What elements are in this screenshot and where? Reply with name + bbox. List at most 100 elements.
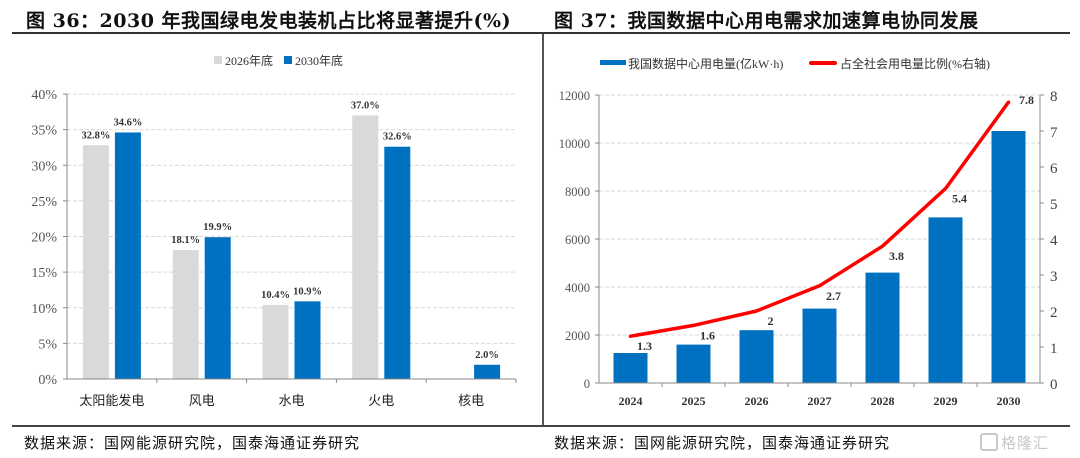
y-tick-label: 12000 [559, 89, 590, 103]
gridlines [599, 94, 1040, 336]
y-tick-label: 25% [31, 195, 57, 210]
datacenter-power-combo-chart: 我国数据中心用电量(亿kW·h) 占全社会用电量比例(%右轴) 02000400… [559, 56, 1058, 408]
bar-consumption [865, 272, 900, 383]
x-tick-label: 2028 [871, 394, 895, 408]
x-tick-label: 火电 [368, 393, 394, 408]
x-tick-label: 2030 [997, 394, 1021, 408]
y-tick-label: 35% [31, 124, 57, 139]
bars [613, 131, 1026, 383]
panel-separator [542, 33, 544, 426]
line-data-label: 2.7 [826, 289, 841, 303]
bar-consumption [613, 353, 648, 383]
legend-swatch-share [809, 61, 837, 65]
data-label: 37.0% [351, 100, 380, 111]
chart-legend: 我国数据中心用电量(亿kW·h) 占全社会用电量比例(%右轴) [600, 56, 990, 71]
y-tick-label: 8000 [565, 185, 590, 199]
bar-2026 [352, 115, 379, 379]
axes [598, 95, 1041, 387]
bar-2026 [262, 304, 289, 379]
data-label: 32.6% [383, 132, 412, 143]
data-label: 32.8% [81, 130, 110, 141]
y-tick-label: 15% [31, 266, 57, 281]
data-label: 2.0% [475, 350, 499, 361]
legend-swatch-consumption [600, 60, 626, 65]
data-label: 34.6% [113, 117, 142, 128]
y2-tick-label: 1 [1050, 341, 1058, 357]
x-tick-label: 太阳能发电 [79, 393, 144, 408]
legend-swatch-2026 [214, 56, 222, 64]
bar-2026 [82, 145, 109, 379]
left-y-axis-ticks: 0 2000 4000 6000 8000 10000 12000 [559, 89, 599, 391]
figure-37-panel: 图 37：我国数据中心用电需求加速算电协同发展 我国数据中心用电量(亿kW·h)… [540, 0, 1080, 458]
x-tick-label: 核电 [458, 393, 484, 408]
data-label: 10.9% [293, 286, 322, 297]
y-tick-label: 0 [584, 377, 590, 391]
line-data-label: 1.6 [700, 328, 715, 342]
figure-36-panel: 图 36：2030 年我国绿电发电装机占比将显著提升(%) 2026年底 203… [12, 10, 540, 452]
bar-consumption [739, 330, 774, 383]
y2-tick-label: 3 [1050, 269, 1058, 285]
figure-36-title: 图 36：2030 年我国绿电发电装机占比将显著提升(%) [26, 10, 512, 32]
title-divider [540, 32, 1070, 34]
bar-consumption [676, 344, 711, 383]
data-source-note: 数据来源：国网能源研究院，国泰海通证券研究 [24, 434, 361, 452]
legend-label-2030: 2030年底 [295, 53, 343, 68]
y2-tick-label: 7 [1050, 125, 1058, 141]
source-divider [540, 425, 1070, 427]
x-tick-label: 水电 [278, 393, 304, 408]
line-data-label: 7.8 [1019, 93, 1034, 107]
y-tick-label: 6000 [565, 233, 590, 247]
data-label: 18.1% [171, 235, 200, 246]
right-y-axis-ticks: 0 1 2 3 4 5 6 7 8 [1040, 89, 1058, 393]
y-tick-label: 0% [38, 373, 57, 388]
x-tick-label: 2026 [745, 394, 769, 408]
x-tick-label: 2027 [808, 394, 832, 408]
data-label: 19.9% [203, 222, 232, 233]
watermark-logo: 格隆汇 [980, 432, 1049, 453]
y-tick-label: 10% [31, 302, 57, 317]
gridlines [67, 93, 516, 344]
y-tick-label: 30% [31, 159, 57, 174]
share-line-path [628, 100, 1011, 338]
y2-tick-label: 4 [1050, 233, 1058, 249]
installed-capacity-bar-chart: 2026年底 2030年底 0%5%10%15%20%25%30%35%40% … [31, 53, 517, 408]
y-tick-label: 10000 [559, 137, 590, 151]
watermark-text: 格隆汇 [1001, 434, 1050, 452]
figure-37-title: 图 37：我国数据中心用电需求加速算电协同发展 [554, 10, 979, 32]
x-tick-label: 2024 [619, 394, 643, 408]
line-data-label: 5.4 [952, 192, 967, 206]
bar-2026 [172, 250, 199, 379]
legend-label-share: 占全社会用电量比例(%右轴) [840, 56, 990, 71]
x-tick-label: 2029 [934, 394, 958, 408]
y2-tick-label: 5 [1050, 197, 1058, 213]
bar-2030 [114, 132, 141, 379]
y2-tick-label: 8 [1050, 89, 1058, 105]
y-tick-label: 5% [38, 337, 57, 352]
y-tick-label: 4000 [565, 281, 590, 295]
legend-label-consumption: 我国数据中心用电量(亿kW·h) [628, 56, 783, 71]
y-tick-label: 20% [31, 231, 57, 246]
x-tick-label: 风电 [189, 393, 215, 408]
y2-tick-label: 2 [1050, 305, 1058, 321]
legend-label-2026: 2026年底 [225, 53, 273, 68]
y-tick-label: 2000 [565, 329, 590, 343]
bar-2030 [294, 301, 321, 379]
x-axis-labels: 太阳能发电 风电 水电 火电 核电 [79, 393, 484, 408]
bar-consumption [928, 217, 963, 383]
bar-2030 [384, 146, 411, 379]
title-divider [12, 32, 540, 34]
axes [66, 94, 517, 383]
x-axis-labels: 2024 2025 2026 2027 2028 2029 2030 [619, 394, 1021, 408]
watermark-icon [980, 433, 998, 451]
line-data-label: 1.3 [637, 339, 652, 353]
bar-2030 [204, 237, 231, 379]
source-divider [12, 425, 540, 427]
legend-swatch-2030 [284, 56, 292, 64]
chart-legend: 2026年底 2030年底 [214, 53, 343, 68]
y2-tick-label: 0 [1050, 377, 1058, 393]
bar-consumption [991, 131, 1026, 383]
bar-2030 [474, 364, 501, 379]
x-tick-label: 2025 [682, 394, 706, 408]
data-source-note: 数据来源：国网能源研究院，国泰海通证券研究 [554, 434, 891, 452]
share-line: 1.3 1.6 2 2.7 3.8 5.4 7.8 [628, 93, 1034, 353]
